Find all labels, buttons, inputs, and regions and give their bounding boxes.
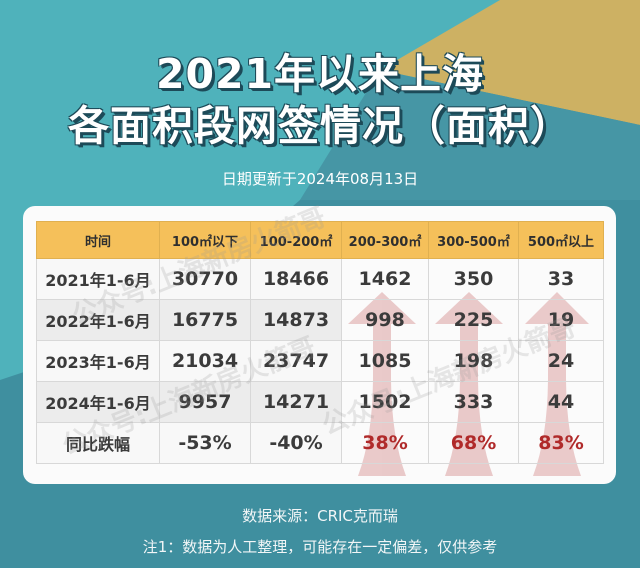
col-header-time: 时间: [36, 221, 160, 259]
cell-yoy: -40%: [250, 422, 342, 464]
row-label: 2022年1-6月: [36, 299, 160, 341]
cell: 1502: [341, 381, 429, 423]
cell: 14873: [250, 299, 342, 341]
title-line-1: 2021年以来上海: [155, 50, 485, 98]
cell: 350: [428, 258, 519, 300]
row-label: 2023年1-6月: [36, 340, 160, 382]
cell: 21034: [159, 340, 251, 382]
row-label: 同比跌幅: [36, 422, 160, 464]
table-row: 2024年1-6月 9957 14271 1502 333 44: [36, 381, 604, 423]
row-label: 2024年1-6月: [36, 381, 160, 423]
cell: 998: [341, 299, 429, 341]
col-header-300-500: 300-500㎡: [428, 221, 519, 259]
col-header-under-100: 100㎡以下: [159, 221, 251, 259]
data-source: 数据来源：CRIC克而瑞: [242, 507, 398, 525]
table-row: 2022年1-6月 16775 14873 998 225 19: [36, 299, 604, 341]
cell: 198: [428, 340, 519, 382]
cell: 18466: [250, 258, 342, 300]
cell: 24: [518, 340, 604, 382]
row-label: 2021年1-6月: [36, 258, 160, 300]
data-card: 时间 100㎡以下 100-200㎡ 200-300㎡ 300-500㎡ 500…: [23, 202, 616, 484]
col-header-over-500: 500㎡以上: [518, 221, 604, 259]
cell: 19: [518, 299, 604, 341]
cell: 1462: [341, 258, 429, 300]
cell: 33: [518, 258, 604, 300]
cell-yoy-increase: 68%: [428, 422, 519, 464]
update-date: 日期更新于2024年08月13日: [221, 170, 419, 188]
cell-yoy-increase: 83%: [518, 422, 604, 464]
cell: 30770: [159, 258, 251, 300]
cell-yoy: -53%: [159, 422, 251, 464]
footnote: 注1：数据为人工整理，可能存在一定偏差，仅供参考: [142, 538, 498, 556]
table-row-yoy: 同比跌幅 -53% -40% 38% 68% 83%: [36, 422, 604, 464]
cell: 225: [428, 299, 519, 341]
cell: 44: [518, 381, 604, 423]
table-header-row: 时间 100㎡以下 100-200㎡ 200-300㎡ 300-500㎡ 500…: [36, 221, 604, 259]
cell: 333: [428, 381, 519, 423]
cell: 9957: [159, 381, 251, 423]
table-row: 2021年1-6月 30770 18466 1462 350 33: [36, 258, 604, 300]
col-header-200-300: 200-300㎡: [341, 221, 429, 259]
title-line-2: 各面积段网签情况（面积）: [68, 102, 572, 150]
cell-yoy-increase: 38%: [341, 422, 429, 464]
cell: 1085: [341, 340, 429, 382]
cell: 16775: [159, 299, 251, 341]
cell: 23747: [250, 340, 342, 382]
cell: 14271: [250, 381, 342, 423]
table-row: 2023年1-6月 21034 23747 1085 198 24: [36, 340, 604, 382]
data-table: 时间 100㎡以下 100-200㎡ 200-300㎡ 300-500㎡ 500…: [36, 221, 604, 464]
col-header-100-200: 100-200㎡: [250, 221, 342, 259]
